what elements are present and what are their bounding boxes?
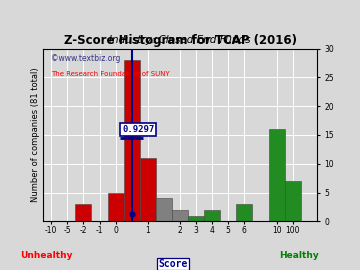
Y-axis label: Number of companies (81 total): Number of companies (81 total) (31, 68, 40, 202)
Text: The Research Foundation of SUNY: The Research Foundation of SUNY (51, 71, 170, 77)
Text: 0.9297: 0.9297 (122, 125, 154, 134)
Bar (204, 210, 220, 221)
Bar (124, 60, 140, 221)
Bar (285, 181, 301, 221)
Bar (108, 193, 124, 221)
Text: Score: Score (158, 259, 188, 269)
Text: Industry: Closed End Funds: Industry: Closed End Funds (109, 35, 251, 45)
Text: ©www.textbiz.org: ©www.textbiz.org (51, 54, 121, 63)
Text: Healthy: Healthy (279, 251, 319, 260)
Bar (156, 198, 172, 221)
Bar (188, 216, 204, 221)
Bar (236, 204, 252, 221)
Bar (269, 129, 285, 221)
Text: Unhealthy: Unhealthy (21, 251, 73, 260)
Bar (75, 204, 91, 221)
Bar (172, 210, 188, 221)
Title: Z-Score Histogram for TCAP (2016): Z-Score Histogram for TCAP (2016) (63, 35, 297, 48)
Bar (140, 158, 156, 221)
